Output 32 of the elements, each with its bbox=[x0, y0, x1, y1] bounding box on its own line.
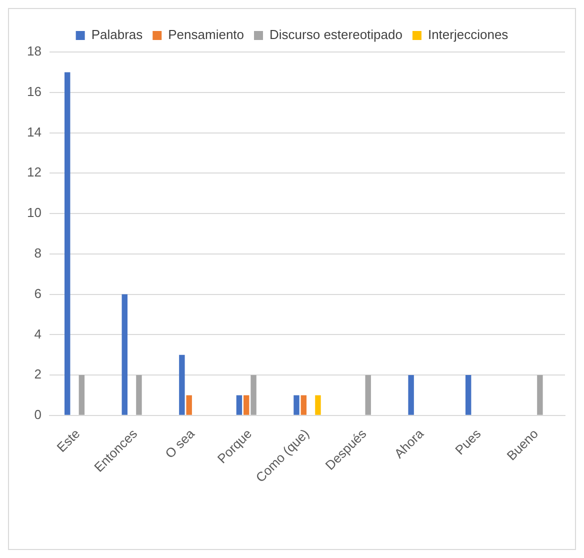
y-tick-label: 6 bbox=[34, 286, 42, 301]
bar bbox=[537, 375, 543, 415]
y-tick-label: 12 bbox=[26, 164, 42, 180]
y-tick-label: 8 bbox=[34, 245, 42, 260]
bar bbox=[64, 72, 70, 415]
x-tick-label: Este bbox=[54, 426, 83, 455]
bar bbox=[136, 375, 142, 415]
y-tick-label: 0 bbox=[34, 407, 42, 422]
y-tick-label: 18 bbox=[26, 44, 42, 59]
bar bbox=[250, 375, 256, 415]
x-tick-label: O sea bbox=[162, 425, 198, 462]
bar bbox=[186, 395, 192, 415]
y-tick-label: 10 bbox=[26, 205, 42, 220]
bar bbox=[78, 375, 85, 415]
bar bbox=[300, 395, 307, 415]
bar bbox=[408, 375, 414, 415]
legend-label: Discurso estereotipado bbox=[270, 27, 402, 42]
bar bbox=[315, 395, 321, 415]
y-tick-label: 2 bbox=[34, 366, 42, 382]
bar bbox=[465, 375, 472, 415]
legend-label: Palabras bbox=[91, 27, 144, 42]
y-tick-label: 14 bbox=[26, 124, 42, 140]
bar bbox=[122, 294, 128, 415]
legend-label: Pensamiento bbox=[168, 27, 244, 42]
bar bbox=[294, 395, 300, 415]
bar bbox=[236, 395, 242, 415]
bar bbox=[365, 375, 371, 415]
legend-label: Interjecciones bbox=[428, 27, 509, 42]
y-tick-label: 16 bbox=[26, 84, 42, 99]
bar bbox=[179, 354, 185, 415]
y-tick-label: 4 bbox=[34, 326, 42, 342]
bar bbox=[244, 395, 250, 415]
